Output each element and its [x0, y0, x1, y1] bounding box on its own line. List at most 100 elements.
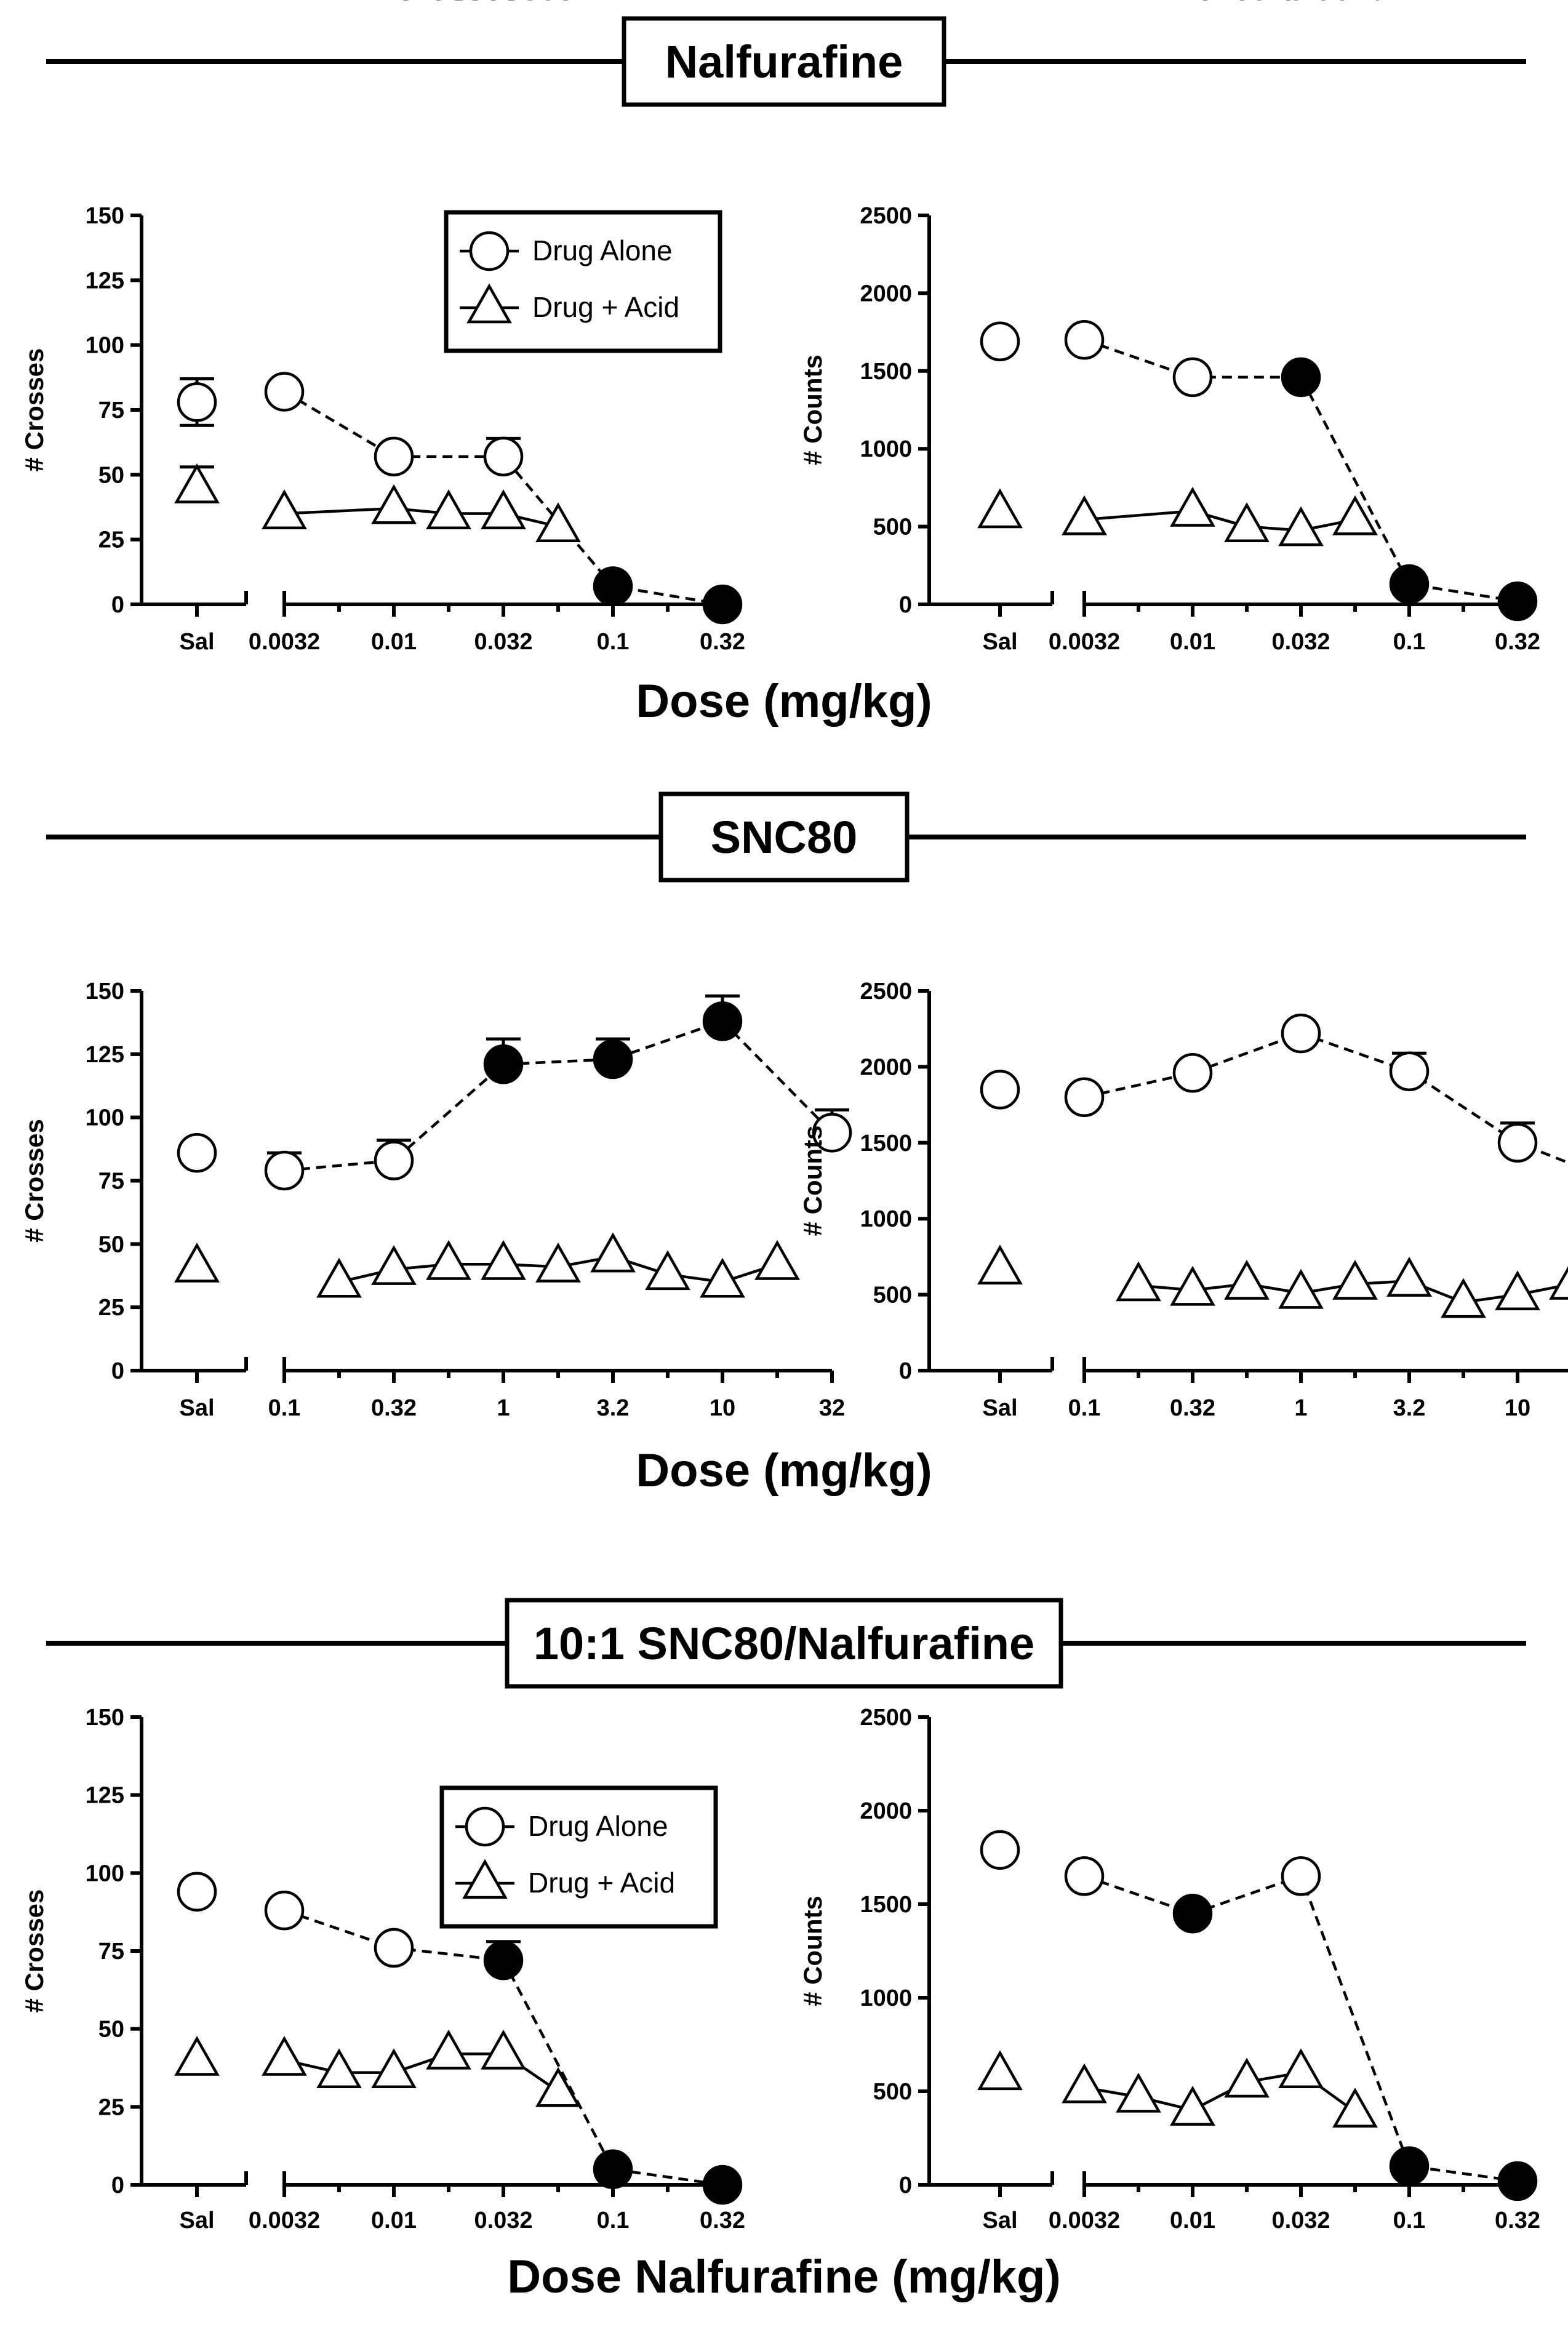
legend-acid-marker	[462, 1859, 508, 1899]
y-tick-label: 100	[86, 333, 124, 359]
y-tick-label: 125	[86, 1042, 124, 1068]
acid-point	[481, 2029, 526, 2070]
panel-crosses-0: Crosses 0 25 50 75 100 125 150 # Crosses Sal 0.003…	[20, 0, 745, 655]
alone-point	[702, 584, 743, 625]
alone-point	[264, 1890, 305, 1931]
y-tick-label: 25	[98, 2094, 124, 2120]
y-tick-label: 0	[899, 1358, 912, 1384]
section-title-box	[658, 791, 910, 883]
alone-point	[483, 436, 524, 477]
acid-point	[1278, 506, 1324, 547]
x-tick-label: 0.32	[1170, 1395, 1215, 1421]
y-tick-label: 500	[873, 515, 912, 540]
y-tick-label: 1000	[860, 1985, 912, 2011]
acid-point	[1332, 495, 1378, 535]
alone-point	[702, 1001, 743, 1041]
acid-point	[1332, 1259, 1378, 1300]
acid-point	[371, 2048, 417, 2089]
panel-movement-0: Movement 0 500 1000 1500 2000 2500 # Counts Sal 0…	[798, 0, 1540, 655]
alone-point	[593, 1039, 633, 1079]
y-tick-label: 150	[86, 979, 124, 1004]
sal-acid-point	[174, 2035, 220, 2076]
y-tick-label: 1000	[860, 1206, 912, 1232]
alone-point	[1389, 564, 1430, 604]
acid-point	[262, 489, 307, 529]
y-tick-label: 2500	[860, 979, 912, 1004]
y-axis-label: # Counts	[798, 1126, 827, 1236]
legend-acid-marker	[466, 283, 512, 324]
acid-point	[316, 2048, 362, 2089]
alone-point	[1497, 1123, 1538, 1163]
acid-point	[754, 1240, 800, 1280]
alone-point	[374, 1140, 414, 1180]
acid-point	[426, 1240, 471, 1280]
acid-point	[1224, 1259, 1270, 1300]
acid-point	[1224, 2057, 1270, 2098]
x-tick-label: 0.32	[700, 2208, 745, 2233]
alone-point	[1281, 1013, 1321, 1054]
acid-point	[1549, 1266, 1568, 1300]
acid-point	[481, 1240, 526, 1280]
alone-point	[1497, 581, 1538, 622]
section-title: Nalfurafine	[665, 36, 903, 87]
y-tick-label: 75	[98, 1169, 124, 1195]
acid-point	[535, 1243, 581, 1283]
x-tick-label: 0.0032	[1049, 629, 1120, 655]
acid-point	[426, 489, 471, 529]
legend: Drug Alone Drug + Acid	[439, 1785, 718, 1929]
section-title-box	[622, 16, 946, 107]
x-tick-label: 0.0032	[249, 629, 320, 655]
acid-point	[1116, 1261, 1161, 1302]
y-tick-label: 2000	[860, 1054, 912, 1080]
panel-title: Crosses	[393, 0, 519, 7]
y-tick-label: 2000	[860, 281, 912, 306]
x-tick-label: 0.1	[1393, 629, 1426, 655]
x-tick-label: 0.01	[371, 629, 417, 655]
x-tick-label: 0.32	[371, 1395, 417, 1421]
panel-crosses-2: Crosses0255075100125150# CrossesSal0.003…	[20, 0, 745, 2233]
acid-point	[1278, 1268, 1324, 1309]
x-tick-label: Sal	[982, 2208, 1017, 2233]
x-tick-label: 0.1	[268, 1395, 301, 1421]
x-tick-label: Sal	[982, 629, 1017, 655]
sal-alone-point	[177, 1133, 217, 1173]
series-acid-line	[1084, 510, 1356, 532]
y-tick-label: 150	[86, 203, 124, 229]
alone-point	[483, 1940, 524, 1981]
acid-point	[645, 1250, 690, 1291]
y-tick-label: 1500	[860, 1892, 912, 1918]
alone-point	[1064, 1077, 1105, 1118]
legend-acid-label: Drug + Acid	[532, 291, 679, 323]
section-0: Nalfurafine Dose (mg/kg) Crosses 0 25 50 75 100…	[20, 0, 1540, 727]
acid-point	[1278, 2048, 1324, 2089]
x-tick-label: 3.2	[1393, 1395, 1426, 1421]
y-tick-label: 50	[98, 1232, 124, 1257]
section-2: 10:1 SNC80/Nalfurafine Dose Nalfurafine (…	[20, 0, 1540, 2303]
series-alone-line	[1084, 1874, 1518, 2183]
alone-point	[593, 566, 633, 606]
x-tick-label: Sal	[179, 1395, 214, 1421]
legend: Drug Alone Drug + Acid	[444, 210, 722, 353]
x-tick-label: 3.2	[597, 1395, 630, 1421]
legend-alone-marker	[465, 1806, 505, 1847]
y-tick-label: 150	[86, 1705, 124, 1731]
sal-alone-point	[980, 1830, 1020, 1870]
x-tick-label: 0.32	[1495, 629, 1540, 655]
alone-point	[1389, 2146, 1430, 2186]
panel-title: Crosses	[393, 0, 519, 7]
sal-acid-point	[977, 488, 1023, 529]
section-title: 10:1 SNC80/Nalfurafine	[534, 1618, 1034, 1669]
alone-point	[1064, 319, 1105, 360]
section-title-box	[505, 1598, 1063, 1689]
acid-point	[481, 489, 526, 529]
x-tick-label: 1	[1294, 1395, 1307, 1421]
x-tick-label: 1	[497, 1395, 510, 1421]
acid-point	[1116, 2072, 1161, 2113]
series-alone-line	[284, 1019, 833, 1172]
sal-alone-point	[177, 382, 217, 422]
x-tick-label: Sal	[179, 2208, 214, 2233]
acid-point	[371, 484, 417, 524]
legend-alone-label: Drug Alone	[528, 1810, 668, 1842]
panel-movement-1: Movement05001000150020002500# CountsSal0…	[798, 0, 1568, 1421]
sal-alone-point	[980, 321, 1020, 362]
